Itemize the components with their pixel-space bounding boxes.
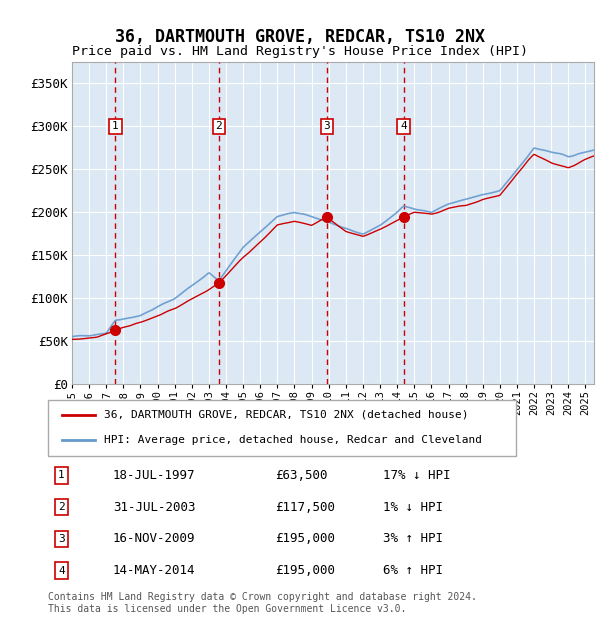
Bar — [219, 62, 245, 384]
FancyBboxPatch shape — [48, 400, 516, 456]
Text: 36, DARTMOUTH GROVE, REDCAR, TS10 2NX (detached house): 36, DARTMOUTH GROVE, REDCAR, TS10 2NX (d… — [104, 410, 469, 420]
Text: 36, DARTMOUTH GROVE, REDCAR, TS10 2NX: 36, DARTMOUTH GROVE, REDCAR, TS10 2NX — [115, 28, 485, 46]
Text: 17% ↓ HPI: 17% ↓ HPI — [383, 469, 450, 482]
Text: 1: 1 — [58, 471, 65, 480]
Text: 4: 4 — [400, 122, 407, 131]
Bar — [326, 62, 352, 384]
Text: Price paid vs. HM Land Registry's House Price Index (HPI): Price paid vs. HM Land Registry's House … — [72, 45, 528, 58]
Text: Contains HM Land Registry data © Crown copyright and database right 2024.
This d: Contains HM Land Registry data © Crown c… — [48, 592, 477, 614]
Text: 31-JUL-2003: 31-JUL-2003 — [113, 500, 196, 513]
Text: 3: 3 — [323, 122, 330, 131]
Text: £117,500: £117,500 — [275, 500, 335, 513]
Text: 14-MAY-2014: 14-MAY-2014 — [113, 564, 196, 577]
Text: 2: 2 — [215, 122, 222, 131]
Text: 2: 2 — [58, 502, 65, 512]
Text: £63,500: £63,500 — [275, 469, 328, 482]
Text: 1: 1 — [112, 122, 119, 131]
Text: 6% ↑ HPI: 6% ↑ HPI — [383, 564, 443, 577]
Text: 4: 4 — [58, 565, 65, 575]
Bar — [404, 62, 429, 384]
Text: 3: 3 — [58, 534, 65, 544]
Bar — [115, 62, 141, 384]
Text: 1% ↓ HPI: 1% ↓ HPI — [383, 500, 443, 513]
Text: HPI: Average price, detached house, Redcar and Cleveland: HPI: Average price, detached house, Redc… — [104, 435, 482, 445]
Text: 16-NOV-2009: 16-NOV-2009 — [113, 533, 196, 546]
Text: 3% ↑ HPI: 3% ↑ HPI — [383, 533, 443, 546]
Text: £195,000: £195,000 — [275, 564, 335, 577]
Text: 18-JUL-1997: 18-JUL-1997 — [113, 469, 196, 482]
Text: £195,000: £195,000 — [275, 533, 335, 546]
